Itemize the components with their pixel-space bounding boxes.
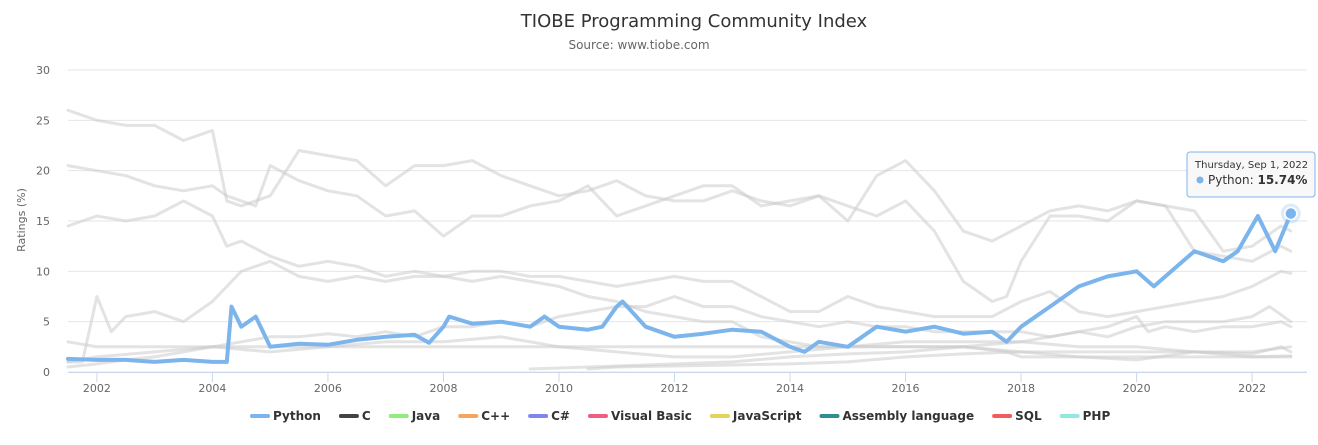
- x-tick-label-2010: 2010: [545, 382, 573, 395]
- series-lines: [66, 108, 1293, 371]
- hover-marker: [1280, 203, 1301, 224]
- x-axis: 2002 2004 2006 2008 2010 2012 2014 2016 2018 2020…: [68, 372, 1307, 395]
- tooltip: Thursday, Sep 1, 2022 Python: 15.74%: [1186, 151, 1316, 198]
- series-line-php[interactable]: [66, 259, 1293, 364]
- y-tick-label-5: 5: [43, 316, 50, 329]
- legend-item-javascript[interactable]: JavaScript: [709, 409, 802, 423]
- series-line-java[interactable]: [66, 108, 1293, 263]
- tooltip-value: 15.74%: [1257, 173, 1307, 187]
- legend-label: Java: [411, 409, 440, 423]
- x-tick-label-2008: 2008: [429, 382, 457, 395]
- legend-label: Python: [273, 409, 321, 423]
- x-tick-label-2022: 2022: [1238, 382, 1266, 395]
- series-line-c[interactable]: [66, 164, 1293, 303]
- legend-item-java[interactable]: Java: [388, 409, 440, 423]
- series-line-c-[interactable]: [66, 199, 1293, 319]
- x-tick-label-2016: 2016: [892, 382, 920, 395]
- tooltip-separator: :: [1250, 173, 1258, 187]
- chart-subtitle: Source: www.tiobe.com: [568, 38, 709, 52]
- legend-label: Assembly language: [843, 409, 975, 423]
- legend-item-c[interactable]: C: [338, 409, 371, 423]
- legend-item-visual-basic[interactable]: Visual Basic: [588, 409, 692, 423]
- x-tick-label-2020: 2020: [1123, 382, 1151, 395]
- legend-label: SQL: [1015, 409, 1042, 423]
- tooltip-box: [1186, 151, 1316, 198]
- series-line-visual-basic[interactable]: [528, 315, 1293, 371]
- legend: Python C Java C++ C# Visual Basic JavaScript As…: [250, 409, 1111, 423]
- y-axis-title: Ratings (%): [15, 188, 28, 252]
- legend-label: C#: [551, 409, 570, 423]
- legend-label: C++: [481, 409, 510, 423]
- legend-label: C: [362, 409, 371, 423]
- grid-lines: [68, 69, 1307, 373]
- x-tick-label-2004: 2004: [198, 382, 226, 395]
- legend-label: Visual Basic: [611, 409, 692, 423]
- legend-item-c-[interactable]: C++: [458, 409, 510, 423]
- chart-title: TIOBE Programming Community Index: [520, 11, 868, 32]
- series-line-javascript[interactable]: [66, 335, 1293, 364]
- y-tick-label-0: 0: [43, 366, 50, 379]
- y-tick-label-15: 15: [36, 215, 50, 228]
- series-line-assembly-language[interactable]: [586, 345, 1293, 371]
- tooltip-series-dot: [1196, 176, 1204, 184]
- y-tick-label-10: 10: [36, 265, 50, 278]
- x-tick-label-2018: 2018: [1007, 382, 1035, 395]
- x-tick-label-2002: 2002: [83, 382, 111, 395]
- legend-label: PHP: [1083, 409, 1111, 423]
- y-axis-ticks: 0 5 10 15 20 25 30: [36, 64, 50, 379]
- hover-point[interactable]: [1284, 206, 1298, 221]
- tooltip-date: Thursday, Sep 1, 2022: [1194, 160, 1308, 171]
- legend-item-python[interactable]: Python: [250, 409, 321, 423]
- legend-item-sql[interactable]: SQL: [992, 409, 1042, 423]
- legend-item-c-[interactable]: C#: [528, 409, 570, 423]
- y-tick-label-25: 25: [36, 114, 50, 127]
- x-tick-label-2014: 2014: [776, 382, 804, 395]
- y-tick-label-20: 20: [36, 165, 50, 178]
- legend-item-php[interactable]: PHP: [1059, 409, 1111, 423]
- y-tick-label-30: 30: [36, 64, 50, 77]
- x-tick-label-2012: 2012: [661, 382, 689, 395]
- tooltip-series-name: Python: [1208, 173, 1250, 187]
- series-line-python[interactable]: [66, 211, 1293, 364]
- x-tick-label-2006: 2006: [314, 382, 342, 395]
- tooltip-value-line: Python: 15.74%: [1208, 173, 1307, 187]
- legend-item-assembly-language[interactable]: Assembly language: [819, 409, 975, 423]
- legend-label: JavaScript: [732, 409, 802, 423]
- series-line-c-[interactable]: [66, 295, 1293, 369]
- series-line-sql[interactable]: [66, 340, 1293, 359]
